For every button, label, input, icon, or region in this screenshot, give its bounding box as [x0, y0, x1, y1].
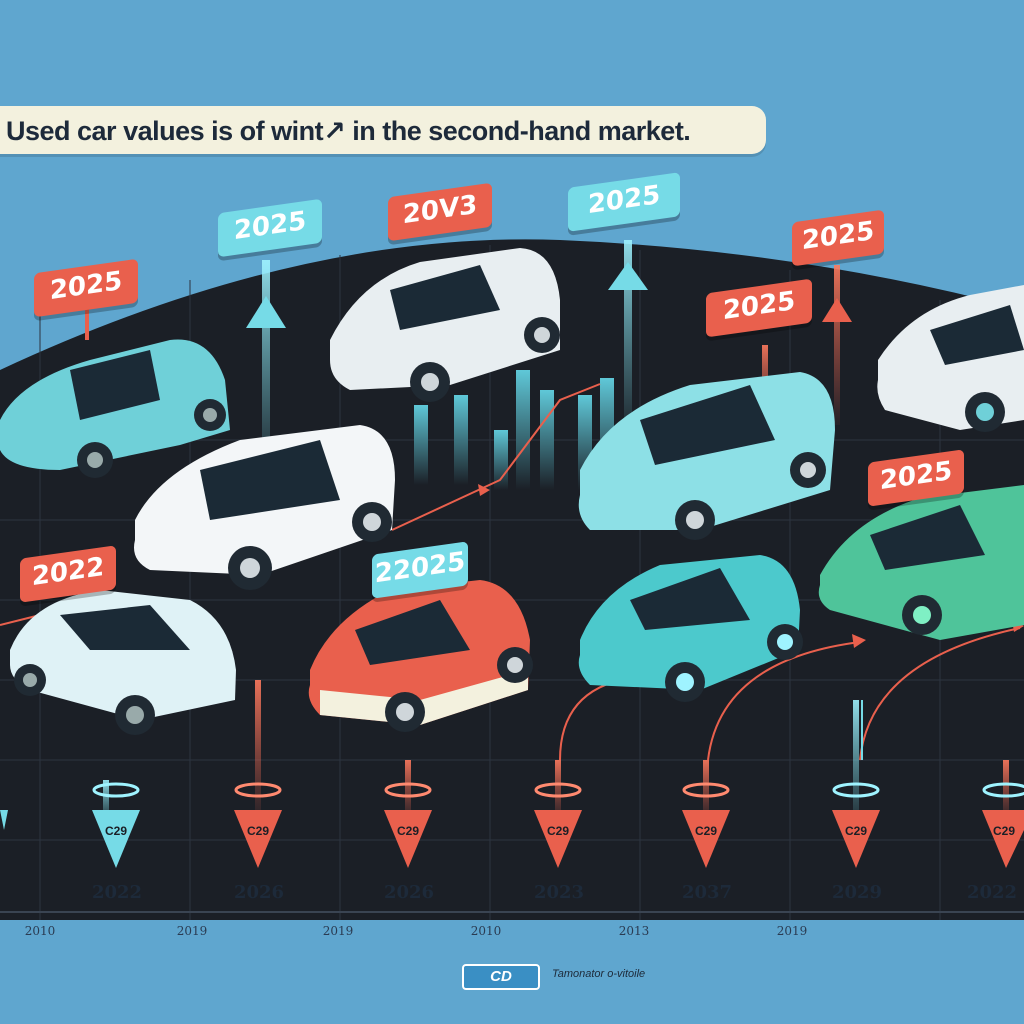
- car-3: [134, 425, 395, 590]
- pin-label: C29: [104, 824, 127, 838]
- mini-bar-chart: [414, 370, 614, 490]
- timeline-year: 2022: [91, 882, 143, 903]
- page-title: Used car values is of wint↗ in the secon…: [6, 116, 691, 146]
- axis-year: 2019: [176, 924, 208, 938]
- car-9: [818, 485, 1024, 640]
- axis-year: 2010: [470, 924, 502, 938]
- axis-year: 2019: [776, 924, 808, 938]
- pin-label: C29: [992, 824, 1015, 838]
- timeline-year: 2026: [383, 882, 435, 903]
- pin-5: [682, 782, 730, 868]
- pin-2: [234, 782, 282, 868]
- car-6: [10, 590, 236, 735]
- footer-logo: CD: [462, 964, 540, 990]
- car-2: [330, 248, 560, 402]
- car-1: [0, 339, 230, 478]
- pin-label: C29: [546, 824, 569, 838]
- pin-label: C29: [246, 824, 269, 838]
- timeline-year: 2022: [966, 882, 1018, 903]
- title-banner: [0, 106, 766, 154]
- car-8: [578, 555, 803, 702]
- pin-1: [92, 782, 140, 868]
- axis-year: 2010: [24, 924, 56, 938]
- pin-label: C29: [694, 824, 717, 838]
- axis-year: 2019: [322, 924, 354, 938]
- axis-year: 2013: [618, 924, 650, 938]
- tag-stick: [85, 300, 89, 340]
- pin-4: [534, 782, 582, 868]
- pin-6: [832, 782, 880, 868]
- footer-text: Tamonator o-vitoile: [552, 968, 646, 980]
- timeline-year: 2037: [681, 882, 733, 903]
- pin-3: [384, 782, 432, 868]
- timeline-pins: [0, 782, 1024, 868]
- pin-label: C29: [844, 824, 867, 838]
- trend-line: [391, 383, 601, 531]
- car-5: [877, 285, 1024, 432]
- timeline-year: 2023: [533, 882, 585, 903]
- car-4: [578, 372, 835, 540]
- timeline-year: 2029: [831, 882, 883, 903]
- growth-arrows: [246, 240, 852, 460]
- timeline-year: 2026: [233, 882, 285, 903]
- car-7: [308, 580, 533, 732]
- pin-7: [982, 782, 1024, 868]
- pin-label: C29: [396, 824, 419, 838]
